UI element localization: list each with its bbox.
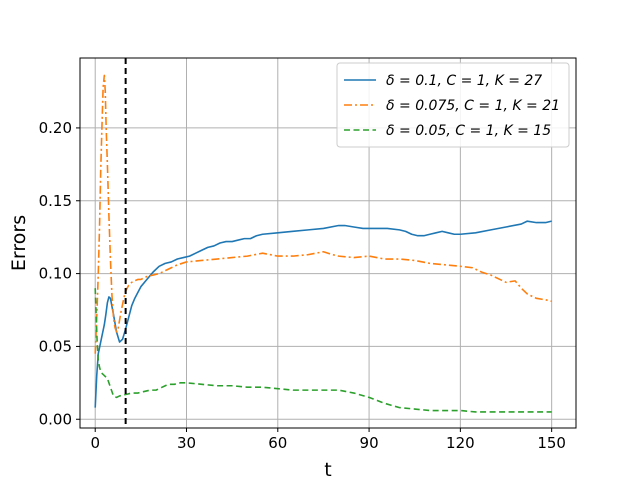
- x-tick-label: 60: [268, 434, 287, 452]
- y-tick-label: 0.20: [39, 119, 72, 137]
- legend-box: [336, 62, 570, 148]
- y-tick-label: 0.15: [39, 192, 72, 210]
- y-tick-label: 0.10: [39, 265, 72, 283]
- x-axis-label: t: [324, 459, 331, 480]
- x-tick-label: 30: [177, 434, 196, 452]
- x-tick-label: 120: [446, 434, 475, 452]
- series-line-3: [94, 288, 552, 413]
- y-axis-label: Errors: [8, 215, 30, 271]
- y-tick-label: 0.00: [39, 410, 72, 428]
- x-tick-label: 90: [360, 434, 379, 452]
- legend: δ = 0.1, C = 1, K = 27 δ = 0.075, C = 1, …: [336, 62, 570, 148]
- axis-ticks: 0 30 60 90 120 150 0.00 0.05 0.10 0.15 0.20: [39, 119, 566, 452]
- legend-label-3: δ = 0.05, C = 1, K = 15: [386, 123, 551, 139]
- x-tick-label: 0: [90, 434, 100, 452]
- y-tick-label: 0.05: [39, 337, 72, 355]
- legend-label-1: δ = 0.1, C = 1, K = 27: [386, 73, 542, 89]
- plot-frame: [79, 57, 577, 429]
- series-line-2: [94, 74, 552, 354]
- series-layer: [94, 74, 552, 413]
- legend-label-2: δ = 0.075, C = 1, K = 21: [386, 98, 560, 114]
- x-tick-label: 150: [537, 434, 566, 452]
